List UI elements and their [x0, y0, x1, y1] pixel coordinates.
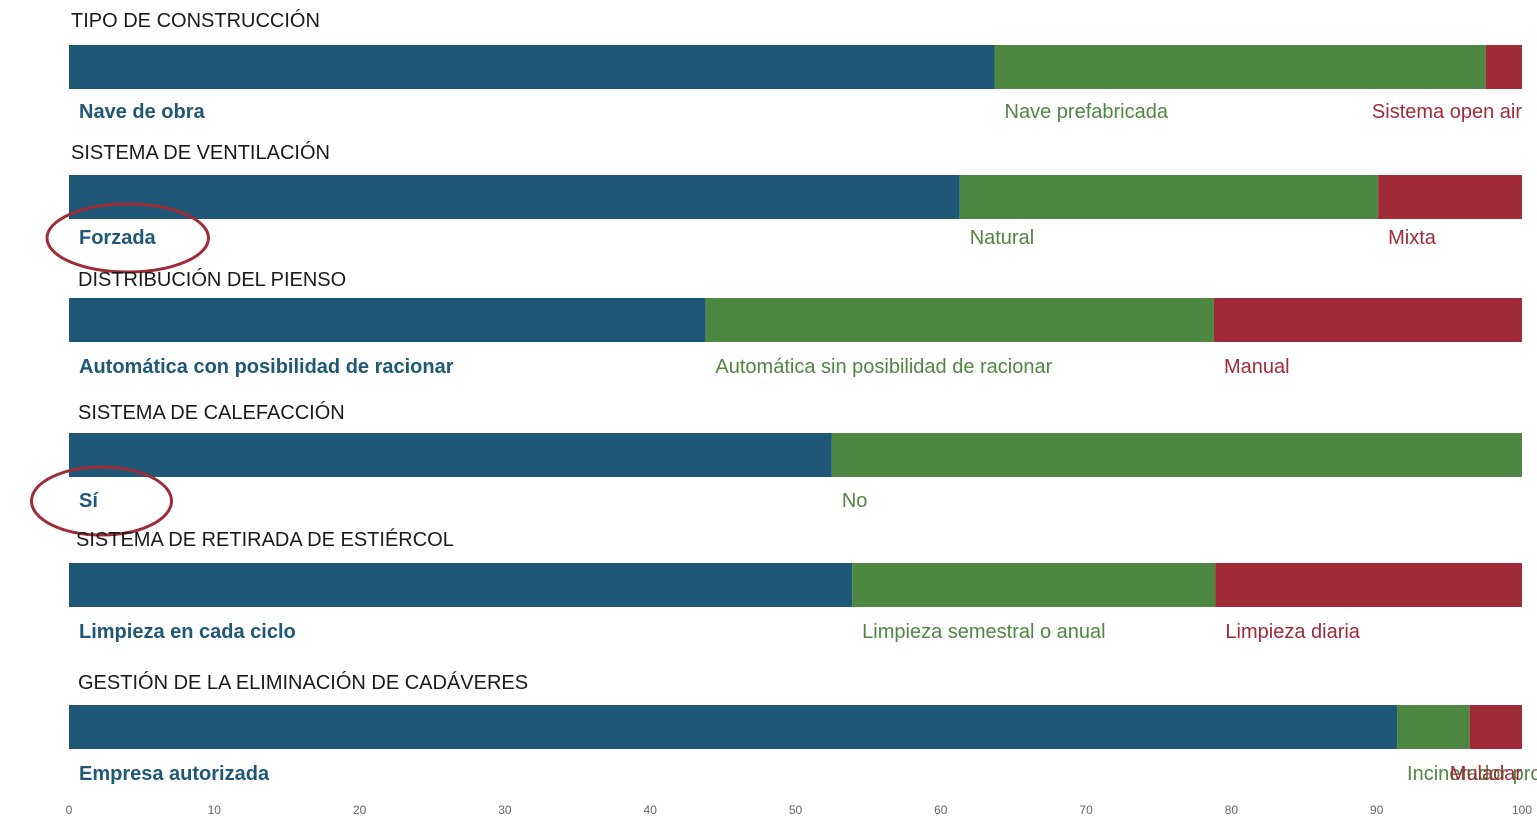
- segment-label: Limpieza en cada ciclo: [79, 621, 296, 643]
- x-tick-label: 50: [789, 803, 803, 817]
- group-title: SISTEMA DE VENTILACIÓN: [71, 141, 330, 164]
- segment-label: Forzada: [79, 227, 157, 249]
- bar-segment: [959, 175, 1379, 219]
- segment-label: Natural: [970, 227, 1034, 249]
- x-tick-label: 20: [353, 803, 367, 817]
- group-title: TIPO DE CONSTRUCCIÓN: [71, 9, 320, 32]
- segment-label: Sí: [79, 490, 99, 512]
- bar-segment: [69, 563, 853, 607]
- x-tick-label: 60: [934, 803, 948, 817]
- segment-label: Limpieza diaria: [1225, 621, 1360, 643]
- group-title: SISTEMA DE RETIRADA DE ESTIÉRCOL: [76, 528, 454, 551]
- segment-label: Manual: [1224, 356, 1290, 378]
- segment-label: Incinerador propio: [1407, 763, 1537, 785]
- segment-label: Nave de obra: [79, 101, 205, 123]
- segment-label: Automática sin posibilidad de racionar: [715, 356, 1052, 378]
- x-tick-label: 40: [644, 803, 658, 817]
- x-tick-label: 10: [208, 803, 222, 817]
- bar-segment: [1213, 298, 1522, 342]
- bar-segment: [1397, 705, 1470, 749]
- bar-segment: [69, 45, 995, 89]
- bar-segment: [831, 433, 1522, 477]
- bar-segment: [852, 563, 1216, 607]
- segment-label: Sistema open air: [1372, 101, 1522, 123]
- bar-segment: [1485, 45, 1522, 89]
- segment-label: Empresa autorizada: [79, 763, 270, 785]
- group-title: GESTIÓN DE LA ELIMINACIÓN DE CADÁVERES: [78, 671, 528, 694]
- segment-label: Muladar: [1450, 763, 1523, 785]
- bar-segment: [69, 705, 1398, 749]
- x-tick-label: 30: [498, 803, 512, 817]
- bar-segment: [994, 45, 1486, 89]
- segment-label: Limpieza semestral o anual: [862, 621, 1105, 643]
- x-tick-label: 70: [1079, 803, 1093, 817]
- segment-label: No: [842, 490, 868, 512]
- x-tick-label: 0: [66, 803, 73, 817]
- bar-segment: [69, 175, 960, 219]
- segment-label: Nave prefabricada: [1005, 101, 1169, 123]
- bar-segment: [1378, 175, 1522, 219]
- segment-label: Automática con posibilidad de racionar: [79, 356, 454, 378]
- bar-segment: [69, 298, 706, 342]
- x-tick-label: 100: [1512, 803, 1532, 817]
- bar-segment: [1469, 705, 1522, 749]
- x-tick-label: 90: [1370, 803, 1384, 817]
- group-title: SISTEMA DE CALEFACCIÓN: [78, 401, 345, 424]
- bar-segment: [69, 433, 832, 477]
- bar-segment: [1215, 563, 1522, 607]
- bar-segment: [705, 298, 1214, 342]
- group-title: DISTRIBUCIÓN DEL PIENSO: [78, 268, 346, 291]
- x-tick-label: 80: [1225, 803, 1239, 817]
- highlight-circle: [30, 465, 173, 537]
- highlight-circle: [45, 202, 210, 274]
- segment-label: Mixta: [1388, 227, 1437, 249]
